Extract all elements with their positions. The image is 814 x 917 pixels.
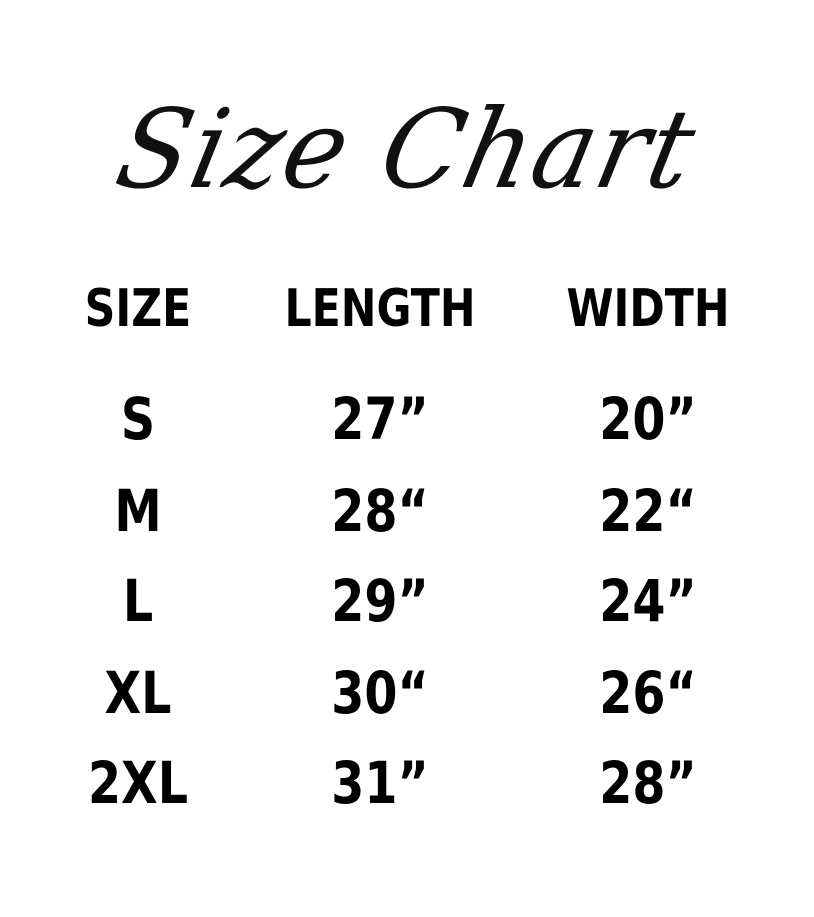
cell-width: 24”	[599, 567, 697, 635]
cell-length: 31”	[331, 749, 429, 817]
cell-length: 28“	[331, 477, 429, 545]
header-width: WIDTH	[566, 279, 730, 339]
chart-title: Size Chart	[106, 84, 708, 214]
cell-size: XL	[104, 659, 172, 727]
cell-width: 22“	[599, 477, 697, 545]
cell-width: 26“	[599, 659, 697, 727]
cell-length: 27”	[331, 385, 429, 453]
cell-width: 20”	[599, 385, 697, 453]
header-size: SIZE	[84, 279, 192, 339]
cell-length: 30“	[331, 659, 429, 727]
cell-size: L	[122, 567, 154, 635]
cell-width: 28”	[599, 749, 697, 817]
cell-length: 29”	[331, 567, 429, 635]
cell-size: M	[114, 477, 162, 545]
header-length: LENGTH	[284, 279, 476, 339]
cell-size: 2XL	[87, 749, 189, 817]
cell-size: S	[120, 385, 156, 453]
